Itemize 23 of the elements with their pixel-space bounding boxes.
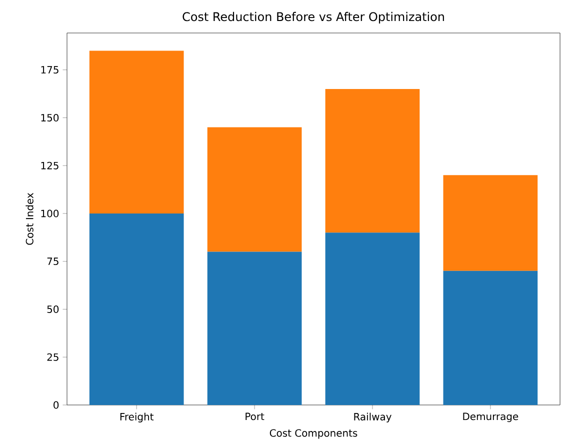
y-tick-label: 175: [41, 66, 58, 74]
chart-title: Cost Reduction Before vs After Optimization: [182, 12, 444, 24]
bar: [89, 213, 184, 405]
x-tick-label: Demurrage: [463, 412, 518, 422]
x-tick-label: Freight: [120, 412, 154, 422]
bar: [207, 252, 302, 405]
bar: [443, 270, 538, 405]
y-axis-title: Cost Index: [26, 192, 34, 245]
x-axis-title: Cost Components: [270, 429, 358, 439]
y-tick-label: 25: [47, 353, 58, 361]
bar: [325, 232, 420, 405]
y-tick-label: 0: [54, 401, 59, 409]
bar: [89, 50, 184, 214]
y-tick-label: 150: [41, 114, 59, 122]
x-tick-label: Port: [246, 412, 264, 420]
y-tick-label: 100: [41, 210, 59, 218]
x-tick-label: Railway: [354, 412, 392, 422]
bar: [207, 127, 302, 252]
y-tick-label: 75: [47, 258, 58, 266]
bar: [443, 175, 538, 271]
y-tick-label: 50: [47, 305, 59, 313]
y-tick-label: 125: [41, 162, 58, 170]
bar: [325, 89, 420, 233]
